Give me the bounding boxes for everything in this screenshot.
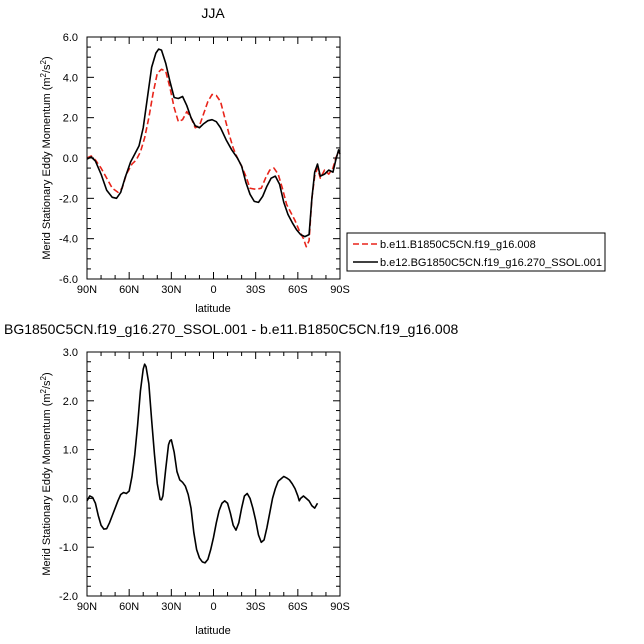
top-xtick-label: 90N [77, 284, 97, 296]
top-plot-title: JJA [201, 5, 225, 21]
bottom-series-lines [86, 363, 319, 564]
bottom-xtick-label: 30N [161, 601, 181, 613]
bottom-plot-title: BG1850C5CN.f19_g16.270_SSOL.001 - b.e11.… [4, 321, 459, 337]
bottom-panel: BG1850C5CN.f19_g16.270_SSOL.001 - b.e11.… [4, 321, 459, 637]
legend-label-ctrl: b.e11.B1850C5CN.f19_g16.008 [380, 239, 536, 251]
top-ytick-label: 0.0 [63, 153, 78, 165]
bottom-x-axis-title: latitude [195, 625, 230, 637]
top-plot-frame [86, 36, 341, 280]
top-ytick-label: -2.0 [59, 193, 78, 205]
bottom-xtick-label: 0 [210, 601, 216, 613]
legend: b.e11.B1850C5CN.f19_g16.008 b.e12.BG1850… [346, 232, 606, 272]
bottom-ytick-label: 0.0 [63, 493, 78, 505]
top-ytick-label: 2.0 [63, 113, 78, 125]
bottom-xtick-label: 30S [246, 601, 266, 613]
top-panel: JJA 90N 60N 30N 0 30S 60S 90S -6.0 -4.0 -2.0 0.0 2.… [39, 5, 606, 315]
bottom-series-line-0 [86, 363, 319, 564]
top-ytick-label: 4.0 [63, 72, 78, 84]
top-xtick-label: 30S [246, 284, 266, 296]
bottom-ytick-label: -1.0 [59, 542, 78, 554]
bottom-y-axis-title: Merid Stationary Eddy Momentum (m2/s2) [39, 372, 53, 575]
bottom-ytick-label: 3.0 [63, 347, 78, 359]
bottom-xtick-label: 90N [77, 601, 97, 613]
top-xtick-label: 0 [210, 284, 216, 296]
bottom-plot-frame [86, 351, 341, 597]
bottom-xtick-label: 60S [288, 601, 308, 613]
bottom-axis-ticks: 90N 60N 30N 0 30S 60S 90S -2.0 -1.0 0.0 1.0 2.0 3.0 [59, 347, 350, 613]
bottom-ytick-label: 2.0 [63, 396, 78, 408]
bottom-ytick-label: -2.0 [59, 591, 78, 603]
bottom-xtick-label: 60N [119, 601, 139, 613]
top-series-lines [86, 48, 341, 248]
bottom-xtick-label: 90S [330, 601, 350, 613]
top-ytick-label: 6.0 [63, 32, 78, 44]
top-series-line-1 [86, 48, 341, 238]
top-xtick-label: 60S [288, 284, 308, 296]
top-ytick-label: -4.0 [59, 234, 78, 246]
top-xtick-label: 60N [119, 284, 139, 296]
top-series-line-0 [86, 68, 341, 248]
top-xtick-label: 90S [330, 284, 350, 296]
legend-label-exp: b.e12.BG1850C5CN.f19_g16.270_SSOL.001 [380, 257, 602, 269]
top-y-axis-title: Merid Stationary Eddy Momentum (m2/s2) [39, 56, 53, 259]
top-x-axis-title: latitude [195, 303, 230, 315]
legend-box [346, 232, 606, 272]
top-ytick-label: -6.0 [59, 274, 78, 286]
bottom-ytick-label: 1.0 [63, 445, 78, 457]
top-axis-ticks: 90N 60N 30N 0 30S 60S 90S -6.0 -4.0 -2.0 0.0 2.0 4.0… [59, 32, 350, 296]
top-xtick-label: 30N [161, 284, 181, 296]
